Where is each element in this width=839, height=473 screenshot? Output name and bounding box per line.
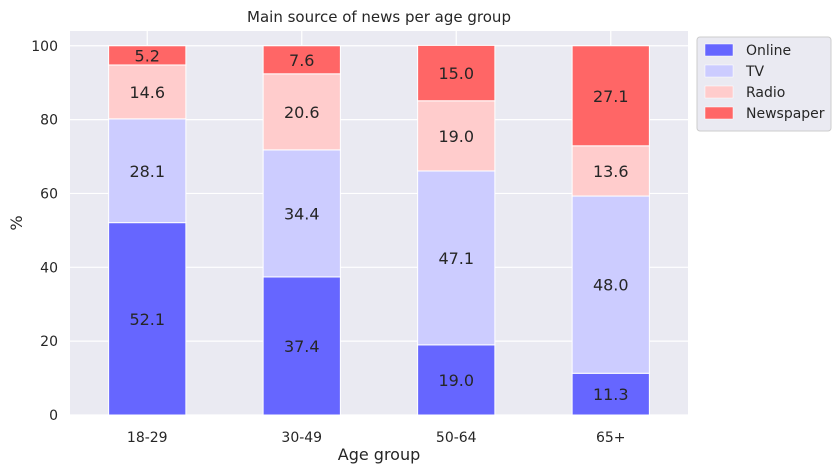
legend-swatch-newspaper: [704, 106, 734, 120]
bar-radio-30-49: [262, 73, 341, 151]
y-axis-label: %: [7, 215, 26, 230]
x-tick-labels: 18-29 30-49 50-64 65+: [127, 430, 626, 446]
bar-newspaper-50-64: [417, 44, 496, 102]
data-label: 15.0: [438, 64, 474, 83]
bar-tv-30-49: [262, 149, 341, 278]
data-label: 47.1: [438, 249, 474, 268]
bar-tv-65+: [571, 195, 650, 374]
data-label: 27.1: [593, 87, 629, 106]
data-labels: 52.1 28.1 14.6 5.2 37.4 34.4 20.6 7.6 19.0 47.1 19…: [129, 46, 628, 404]
x-tick-label: 65+: [596, 430, 626, 446]
data-label: 13.6: [593, 162, 629, 181]
data-label: 19.0: [438, 127, 474, 146]
legend-swatch-radio: [704, 85, 734, 99]
y-tick-label: 40: [40, 260, 58, 276]
bar-newspaper-30-49: [262, 45, 341, 75]
data-label: 5.2: [135, 46, 160, 65]
y-tick-label: 60: [40, 186, 58, 202]
legend-label: Online: [746, 43, 791, 59]
bar-newspaper-65+: [571, 45, 650, 147]
y-tick-label: 100: [31, 39, 58, 55]
data-label: 48.0: [593, 276, 629, 295]
x-axis-label: Age group: [338, 445, 421, 464]
data-label: 52.1: [129, 310, 165, 329]
legend: Online TV Radio Newspaper: [696, 36, 832, 132]
bar-online-50-64: [417, 344, 496, 416]
legend-label: Radio: [746, 85, 785, 101]
y-tick-label: 0: [49, 408, 58, 424]
data-label: 20.6: [284, 103, 320, 122]
bars: [108, 44, 650, 416]
x-tick-label: 30-49: [281, 430, 322, 446]
data-label: 37.4: [284, 337, 320, 356]
legend-label: Newspaper: [746, 106, 825, 122]
y-tick-label: 20: [40, 334, 58, 350]
legend-swatch-tv: [704, 64, 734, 78]
bar-tv-50-64: [417, 170, 496, 346]
x-tick-label: 50-64: [436, 430, 477, 446]
data-label: 28.1: [129, 162, 165, 181]
bar-online-30-49: [262, 276, 341, 416]
data-label: 34.4: [284, 204, 320, 223]
bar-radio-65+: [571, 145, 650, 197]
x-tick-label: 18-29: [127, 430, 168, 446]
data-label: 7.6: [289, 51, 314, 70]
y-tick-labels: 0 20 40 60 80 100: [31, 39, 58, 424]
bar-online-18-29: [108, 222, 187, 416]
data-label: 19.0: [438, 371, 474, 390]
data-label: 11.3: [593, 385, 629, 404]
legend-swatch-online: [704, 43, 734, 57]
bar-newspaper-18-29: [108, 45, 187, 66]
y-tick-label: 80: [40, 113, 58, 129]
bar-online-65+: [571, 372, 650, 416]
bar-tv-18-29: [108, 118, 187, 224]
bar-radio-18-29: [108, 64, 187, 120]
legend-label: TV: [745, 64, 765, 80]
chart-title: Main source of news per age group: [247, 8, 511, 26]
data-label: 14.6: [129, 83, 165, 102]
bar-radio-50-64: [417, 100, 496, 172]
